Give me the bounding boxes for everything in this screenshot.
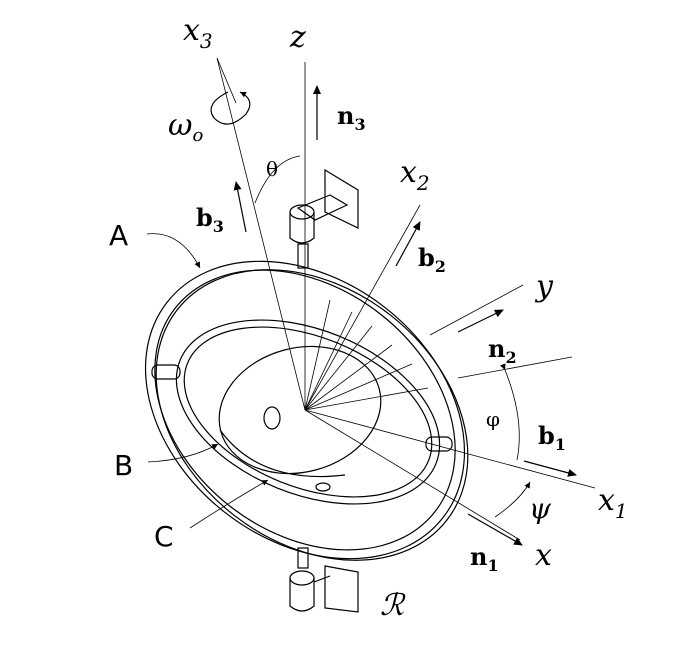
b1-vector-arrow: [523, 460, 577, 477]
n2-label: n2: [488, 334, 517, 367]
C-leader: [189, 479, 269, 529]
A-label: A: [109, 219, 128, 252]
b3-label: b3: [196, 203, 224, 236]
x2-axis-line: [304, 204, 421, 411]
B-label: B: [114, 449, 133, 482]
b1-label: b1: [538, 421, 566, 454]
n1-label: n1: [470, 542, 499, 575]
n2-vector-arrow: [457, 309, 504, 333]
C-label: C: [154, 520, 174, 553]
y-label: y: [534, 269, 554, 304]
bottom-bearing: [289, 547, 359, 613]
n2-axis-line: [457, 356, 573, 379]
theta-arc: [254, 155, 301, 204]
y-axis-line: [429, 284, 524, 336]
x-label: x: [535, 538, 552, 573]
phi-arc: [499, 363, 520, 461]
A-leader: [146, 233, 201, 269]
theta-label: θ: [266, 157, 278, 181]
R-label: ℛ: [380, 588, 406, 623]
n1-vector-arrow: [467, 513, 523, 546]
x2-label: x2: [400, 155, 430, 195]
rotor-hub: [263, 406, 281, 430]
b2-vector-arrow: [395, 221, 421, 267]
top-bearing: [289, 168, 359, 269]
x3-axis-line: [216, 57, 306, 411]
x1-label: x1: [598, 483, 628, 523]
x-axis-line: [304, 409, 521, 541]
b3-vector-arrow: [233, 181, 247, 233]
n3-label: n3: [337, 101, 366, 134]
inner-ring-B: [175, 319, 441, 505]
z-label: z: [289, 20, 306, 55]
x3-label: x3: [183, 13, 213, 53]
rotation-arrow-icon: [210, 91, 251, 125]
phi-label: φ: [486, 407, 500, 431]
B-leader: [147, 443, 219, 463]
psi-label: ψ: [529, 492, 552, 525]
outer-ring-A: [144, 260, 469, 561]
x3-leader-top: [216, 57, 237, 104]
b2-label: b2: [418, 243, 446, 276]
omega-label: ωo: [168, 108, 203, 146]
ring-pivots: [151, 364, 453, 452]
rotor-disc-C: [218, 345, 382, 492]
psi-arc: [494, 481, 531, 518]
